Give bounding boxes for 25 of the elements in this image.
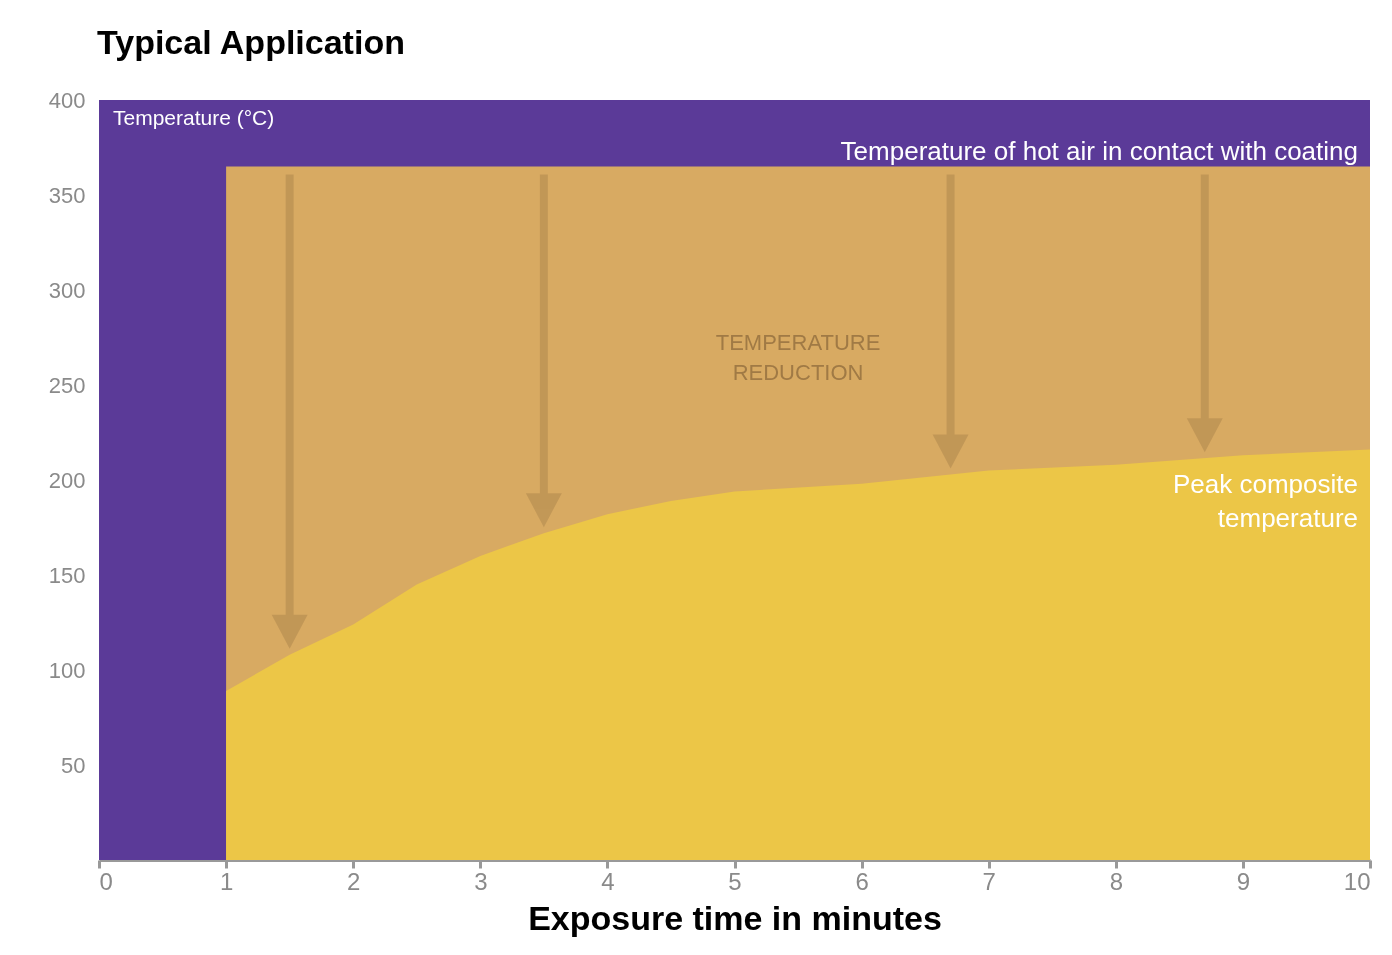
y-tick-label: 350 <box>48 182 86 208</box>
series-label: Temperature of hot air in contact with coating <box>840 135 1358 166</box>
y-tick-label: 300 <box>48 277 86 303</box>
y-axis-title: Temperature (°C) <box>113 106 275 129</box>
series-label: Peak composite temperature <box>1173 468 1358 533</box>
x-tick-label: 7 <box>982 867 996 895</box>
x-tick-label: 0 <box>99 867 113 895</box>
y-tick-label: 100 <box>48 657 86 683</box>
x-tick-label: 4 <box>601 867 615 895</box>
x-tick-label: 6 <box>855 867 869 895</box>
x-axis-title: Exposure time in minutes <box>528 898 942 937</box>
y-tick-label: 50 <box>61 752 86 778</box>
y-tick-label: 200 <box>48 467 86 493</box>
x-tick-label: 3 <box>474 867 488 895</box>
x-tick-label: 10 <box>1343 867 1371 895</box>
annotation: TEMPERATURE REDUCTION <box>715 330 881 386</box>
y-tick-label: 400 <box>48 87 86 113</box>
x-tick-label: 5 <box>728 867 742 895</box>
x-tick-label: 1 <box>219 867 234 895</box>
x-tick-label: 2 <box>347 867 361 895</box>
x-tick-label: 8 <box>1109 867 1123 895</box>
y-tick-label: 250 <box>48 372 86 398</box>
chart-title: Typical Application <box>97 23 405 61</box>
x-tick-label: 9 <box>1236 867 1251 895</box>
y-tick-label: 150 <box>48 562 86 588</box>
